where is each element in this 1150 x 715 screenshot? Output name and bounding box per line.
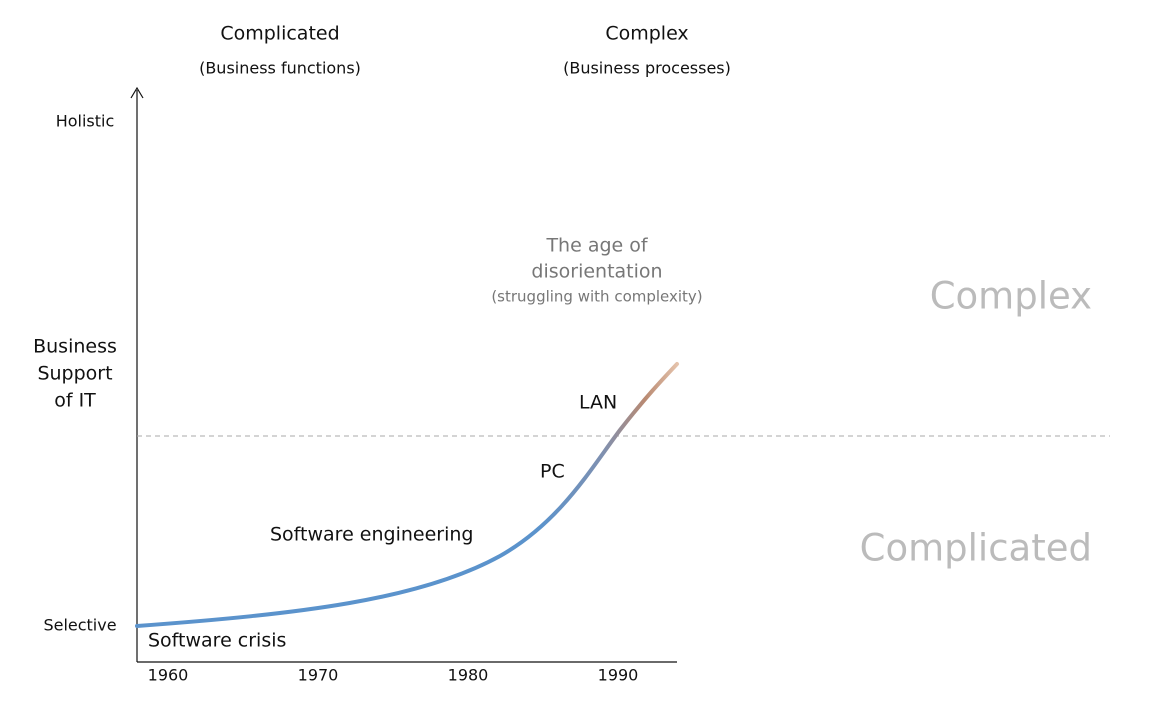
growth-curve xyxy=(135,362,679,628)
x-tick-label: 1990 xyxy=(598,666,639,685)
zone-label: Complicated xyxy=(860,527,1092,570)
zone-label: Complex xyxy=(930,275,1092,318)
milestone: PC xyxy=(540,461,565,483)
x-tick-label: 1960 xyxy=(148,666,189,685)
annotation-title: The age of xyxy=(545,235,648,257)
y-axis-arrow xyxy=(130,86,144,99)
header-subtitle: (Business functions) xyxy=(199,59,361,78)
y-axis-title: of IT xyxy=(54,390,96,412)
y-axis-title: Business xyxy=(33,336,117,358)
y-axis-title: Support xyxy=(37,363,112,385)
milestone: Software crisis xyxy=(148,630,286,652)
annotation-note: (struggling with complexity) xyxy=(491,288,702,306)
y-axis-top: Holistic xyxy=(56,112,115,131)
x-tick-label: 1970 xyxy=(298,666,339,685)
header-title: Complex xyxy=(605,23,688,45)
y-axis-bottom: Selective xyxy=(43,616,116,635)
header-subtitle: (Business processes) xyxy=(563,59,731,78)
milestone: Software engineering xyxy=(270,524,473,546)
annotation-title: disorientation xyxy=(531,261,662,283)
milestone: LAN xyxy=(579,392,617,414)
x-tick-label: 1980 xyxy=(448,666,489,685)
header-title: Complicated xyxy=(220,23,339,45)
